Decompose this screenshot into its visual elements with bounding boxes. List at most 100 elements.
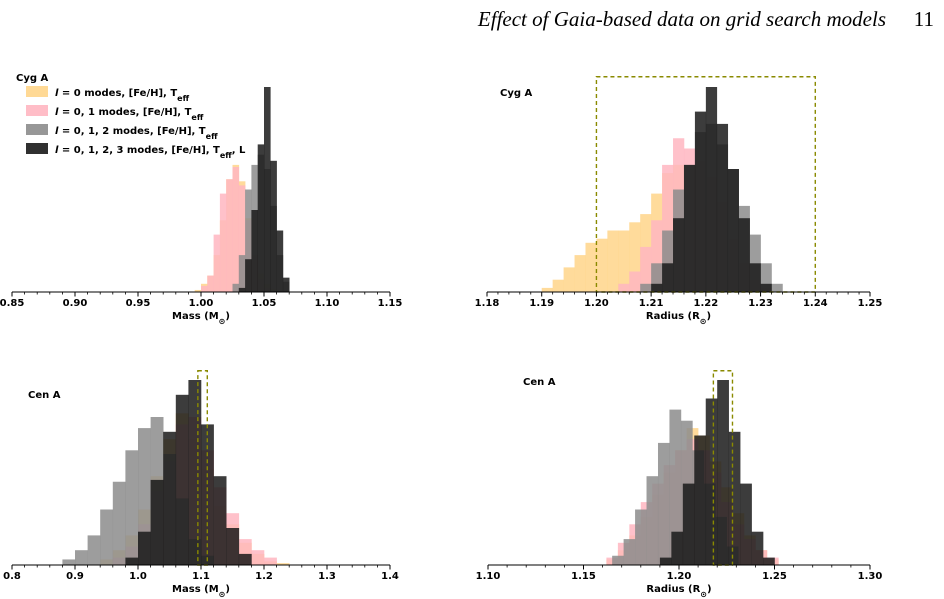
legend-entry-label: l = 0, 1, 2 modes, [Fe/H], Teff: [55, 126, 218, 141]
histogram-bar: [207, 275, 214, 292]
histogram-bar: [232, 166, 240, 292]
histogram-bar: [238, 287, 246, 292]
histogram-bar: [694, 111, 707, 292]
legend-subscript: eff: [220, 151, 232, 160]
x-tick-label: 1.22: [694, 298, 719, 309]
histogram-bar: [257, 144, 265, 292]
panel-1: 0.85 0.90 0.95 1.00 1.05 1.10 1.15 Mass (M⊙) Cyg…: [0, 73, 402, 326]
x-tick-label: 1.18: [475, 298, 500, 309]
x-tick-label: 1.00: [189, 298, 214, 309]
legend-swatch: [26, 86, 48, 97]
x-tick-label: 1.19: [529, 298, 554, 309]
legend-swatch: [26, 124, 48, 135]
histogram-bar: [75, 550, 88, 565]
histogram-bar: [574, 255, 586, 292]
panel-star-label: Cen A: [28, 390, 61, 401]
histogram-bar: [251, 550, 265, 565]
histogram-bar: [763, 557, 775, 565]
x-tick-label: 1.4: [381, 571, 399, 582]
x-tick-label: 1.21: [639, 298, 664, 309]
x-axis-label-suffix: ): [706, 311, 711, 322]
histogram-bar: [282, 277, 290, 292]
histogram-bar: [245, 189, 252, 292]
histogram-bar: [771, 283, 783, 292]
x-tick-label: 0.8: [3, 571, 21, 582]
legend-degree-symbol: l: [55, 126, 59, 137]
x-tick-label: 1.15: [378, 298, 403, 309]
histogram-bar: [226, 528, 240, 565]
histogram-bar: [749, 263, 761, 292]
x-tick-label: 1.23: [748, 298, 773, 309]
page-header: Effect of Gaia-based data on grid search…: [0, 0, 944, 40]
histogram-bar: [629, 271, 641, 292]
histogram-bar: [682, 483, 695, 565]
sun-symbol: ⊙: [700, 317, 707, 326]
histogram-bar: [125, 450, 139, 565]
histogram-bar: [716, 123, 729, 293]
histogram-bar: [671, 531, 684, 565]
histogram-bar: [629, 222, 641, 292]
histogram-bar: [213, 234, 221, 292]
histogram-bar: [264, 87, 271, 292]
histogram-bar: [612, 555, 624, 565]
histogram-bar: [238, 185, 246, 292]
x-tick-label: 1.24: [803, 298, 828, 309]
x-tick-label: 1.10: [315, 298, 340, 309]
legend-swatch: [26, 105, 48, 116]
x-axis-label-suffix: ): [707, 584, 712, 595]
histogram-bar: [270, 160, 277, 292]
histogram-bar: [276, 230, 284, 292]
x-axis-label-suffix: ): [225, 311, 230, 322]
histogram-bar: [694, 435, 707, 565]
histogram-bar: [138, 428, 151, 565]
histogram-bar: [662, 230, 674, 292]
histogram-bar: [727, 169, 739, 292]
x-tick-label: 1.2: [255, 571, 273, 582]
legend-text: = 0, 1, 2, 3 modes, [Fe/H], T: [58, 145, 220, 156]
x-tick-label: 1.1: [192, 571, 210, 582]
histogram-bar: [740, 483, 752, 565]
sun-symbol: ⊙: [700, 590, 707, 599]
legend-entry-label: l = 0, 1 modes, [Fe/H], Teff: [55, 107, 204, 122]
legend-entry-label: l = 0 modes, [Fe/H], Teff: [55, 88, 190, 103]
histogram-bar: [640, 246, 652, 292]
histogram-bar: [751, 531, 764, 565]
x-tick-label: 1.3: [318, 571, 336, 582]
histogram-bar: [683, 164, 696, 292]
histogram-bar: [673, 218, 685, 292]
histogram-bar: [150, 479, 164, 565]
histogram-bar: [651, 283, 663, 292]
histogram-bar: [87, 535, 101, 565]
histogram-bar: [738, 218, 750, 292]
sun-symbol: ⊙: [219, 317, 226, 326]
legend-subscript: eff: [206, 132, 218, 141]
histogram-bar: [125, 557, 139, 565]
histogram-bar: [552, 279, 564, 292]
x-tick-label: 1.20: [667, 571, 692, 582]
histogram-bar: [618, 283, 630, 292]
x-tick-label: 1.20: [584, 298, 609, 309]
histogram-bar: [219, 193, 227, 292]
histogram-bar: [245, 259, 252, 292]
histogram-bar: [760, 263, 772, 292]
histogram-bar: [651, 220, 663, 292]
x-tick-label: 0.95: [126, 298, 151, 309]
histogram-bar: [226, 179, 233, 292]
histogram-bar: [651, 263, 663, 292]
histogram-bar: [264, 557, 277, 565]
legend-tail: , L: [232, 145, 246, 156]
histogram-bar: [635, 509, 647, 565]
histogram-bar: [201, 285, 208, 292]
x-tick-label: 1.25: [762, 571, 787, 582]
x-axis-label: Mass (M⊙): [172, 584, 230, 599]
running-title: Effect of Gaia-based data on grid search…: [477, 7, 886, 31]
x-tick-label: 0.85: [0, 298, 24, 309]
histogram-bar: [646, 476, 659, 565]
histogram-bar: [728, 431, 741, 565]
panel-2: 1.18 1.19 1.20 1.21 1.22 1.23 1.24 1.25 Radius (…: [475, 76, 882, 326]
histogram-bar: [188, 380, 202, 565]
histogram-bar: [760, 283, 772, 292]
histogram-bar: [62, 559, 76, 565]
panel-star-label: Cyg A: [16, 73, 48, 84]
histogram-bar: [238, 255, 246, 292]
